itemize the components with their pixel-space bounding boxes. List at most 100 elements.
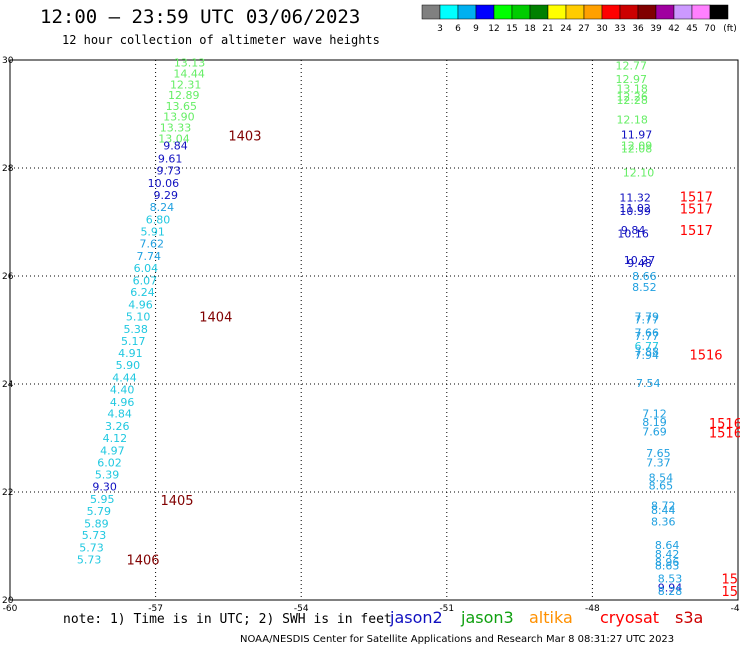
pass-number-label: 1516 bbox=[689, 348, 722, 363]
wave-height-value: 11.32 bbox=[619, 192, 651, 205]
color-scale-bar: 3 6 9 12 15 18 21 24 27 30 33 36 39 42 45 70 (ft) bbox=[421, 4, 737, 34]
wave-height-value: 8.53 bbox=[658, 572, 683, 585]
pass-number-label: 1516 bbox=[709, 427, 740, 442]
wave-height-value: 7.69 bbox=[642, 426, 667, 439]
x-tick-label: -60 bbox=[3, 604, 18, 614]
wave-height-value: 5.91 bbox=[140, 226, 165, 239]
wave-height-value: 7.79 bbox=[635, 311, 660, 324]
wave-height-value: 8.65 bbox=[649, 480, 674, 493]
color-scale-label: 12 bbox=[488, 24, 499, 34]
wave-height-value: 13.65 bbox=[166, 100, 198, 113]
pass-number-label: 1406 bbox=[126, 554, 159, 569]
wave-height-value: 5.73 bbox=[79, 542, 104, 555]
y-tick-label: 30 bbox=[2, 56, 14, 66]
wave-height-value: 8.63 bbox=[655, 559, 680, 572]
wave-height-value: 9.73 bbox=[156, 165, 181, 178]
wave-height-value: 13.90 bbox=[163, 111, 195, 124]
wave-height-value: 8.66 bbox=[632, 270, 657, 283]
wave-height-value: 5.90 bbox=[116, 359, 141, 372]
wave-height-value: 5.38 bbox=[123, 323, 148, 336]
wave-height-value: 9.30 bbox=[92, 481, 117, 494]
wave-height-value: 3.26 bbox=[105, 420, 130, 433]
track-west-values: 13.1314.4412.3112.8913.6513.9013.3313.04… bbox=[77, 57, 205, 567]
wave-height-value: 7.65 bbox=[646, 447, 671, 460]
color-swatch bbox=[709, 4, 729, 20]
wave-height-value: 13.04 bbox=[158, 132, 190, 145]
legend-altika: altika bbox=[529, 608, 573, 627]
x-tick-label: -54 bbox=[294, 604, 309, 614]
wave-height-value: 9.84 bbox=[621, 224, 646, 237]
wave-height-value: 5.89 bbox=[84, 517, 109, 530]
wave-height-value: 11.02 bbox=[619, 202, 651, 215]
legend-jason3: jason3 bbox=[461, 608, 514, 627]
wave-height-value: 4.84 bbox=[107, 408, 132, 421]
pass-number-label: 1517 bbox=[680, 191, 713, 206]
color-scale-label: 24 bbox=[560, 24, 572, 34]
y-tick-label: 28 bbox=[2, 164, 14, 174]
legend-jason2: jason2 bbox=[390, 608, 443, 627]
y-tick-label: 22 bbox=[2, 488, 13, 498]
wave-height-value: 10.16 bbox=[617, 227, 649, 240]
chart-subtitle: 12 hour collection of altimeter wave hei… bbox=[62, 33, 380, 47]
wave-height-value: 14.44 bbox=[173, 68, 205, 81]
wave-height-value: 7.54 bbox=[636, 377, 661, 390]
wave-height-value: 5.17 bbox=[121, 335, 146, 348]
legend-s3a: s3a bbox=[675, 608, 704, 627]
wave-height-value: 12.09 bbox=[621, 139, 653, 152]
wave-height-value: 13.13 bbox=[174, 57, 206, 70]
wave-height-value: 8.54 bbox=[649, 471, 674, 484]
wave-height-value: 7.62 bbox=[139, 238, 164, 251]
color-scale-label: 30 bbox=[596, 24, 608, 34]
wave-height-value: 10.27 bbox=[624, 254, 656, 267]
axis-tick-labels: -60 -57 -54 -51 -48 -45 20 22 24 26 28 30 bbox=[2, 56, 740, 614]
wave-height-value: 12.89 bbox=[168, 89, 200, 102]
wave-height-value: 8.72 bbox=[651, 500, 676, 513]
color-scale-label: 27 bbox=[578, 24, 589, 34]
wave-height-value: 12.10 bbox=[623, 166, 655, 179]
wave-height-value: 5.39 bbox=[95, 469, 120, 482]
wave-height-value: 4.91 bbox=[118, 347, 143, 360]
wave-height-value: 4.97 bbox=[100, 444, 125, 457]
wave-height-value: 8.36 bbox=[651, 516, 676, 529]
wave-height-value: 4.44 bbox=[112, 372, 137, 385]
wave-height-value: 7.77 bbox=[635, 330, 660, 343]
wave-height-value: 12.08 bbox=[621, 143, 653, 156]
wave-height-value: 6.80 bbox=[146, 213, 171, 226]
wave-height-value: 6.02 bbox=[97, 456, 122, 469]
y-tick-label: 24 bbox=[2, 380, 14, 390]
wave-height-value: 9.48 bbox=[627, 257, 652, 270]
x-tick-label: -57 bbox=[148, 604, 163, 614]
plot-frame bbox=[9, 59, 739, 601]
wave-height-value: 7.94 bbox=[635, 349, 660, 362]
color-scale-label: 33 bbox=[614, 24, 625, 34]
wave-height-value: 8.44 bbox=[651, 504, 676, 517]
wave-height-value: 8.24 bbox=[150, 201, 175, 214]
color-scale-unit: (ft) bbox=[723, 24, 737, 34]
wave-height-value: 6.24 bbox=[130, 286, 155, 299]
wave-height-value: 9.29 bbox=[154, 189, 179, 202]
wave-height-value: 12.77 bbox=[615, 59, 647, 72]
wave-height-value: 4.96 bbox=[128, 299, 153, 312]
y-tick-label: 26 bbox=[2, 272, 14, 282]
wave-height-value: 5.10 bbox=[126, 311, 151, 324]
wave-height-value: 12.97 bbox=[615, 73, 647, 86]
wave-height-value: 8.64 bbox=[655, 539, 680, 552]
y-tick-label: 20 bbox=[2, 596, 14, 606]
footnote: note: 1) Time is in UTC; 2) SWH is in fe… bbox=[63, 612, 392, 627]
chart-title: 12:00 – 23:59 UTC 03/06/2023 bbox=[40, 6, 361, 28]
wave-height-value: 7.12 bbox=[642, 408, 667, 421]
wave-height-value: 9.84 bbox=[163, 139, 188, 152]
color-scale-label: 70 bbox=[704, 24, 716, 34]
wave-height-value: 7.77 bbox=[635, 314, 660, 327]
pass-number-label: 1517 bbox=[680, 224, 713, 239]
wave-height-value: 12.18 bbox=[616, 113, 648, 126]
pass-number-label: 1404 bbox=[199, 311, 232, 326]
wave-height-value: 4.96 bbox=[110, 396, 135, 409]
color-scale-label: 6 bbox=[455, 24, 461, 34]
color-scale-label: 21 bbox=[542, 24, 553, 34]
wave-height-value: 8.19 bbox=[642, 416, 667, 429]
wave-height-value: 4.40 bbox=[110, 383, 135, 396]
